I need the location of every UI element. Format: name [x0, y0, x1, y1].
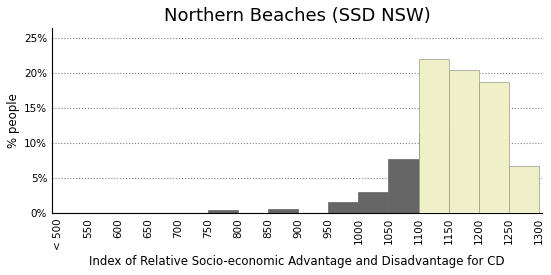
Y-axis label: % people: % people: [7, 93, 20, 148]
Bar: [419, 59, 449, 213]
Bar: [509, 166, 539, 213]
Bar: [479, 82, 509, 213]
Title: Northern Beaches (SSD NSW): Northern Beaches (SSD NSW): [164, 7, 430, 25]
Bar: [388, 158, 419, 213]
X-axis label: Index of Relative Socio-economic Advantage and Disadvantage for CD: Index of Relative Socio-economic Advanta…: [89, 255, 505, 268]
Bar: [419, 133, 449, 213]
Bar: [328, 202, 359, 213]
Bar: [208, 210, 239, 213]
Bar: [268, 209, 299, 213]
Bar: [449, 70, 479, 213]
Bar: [359, 192, 388, 213]
